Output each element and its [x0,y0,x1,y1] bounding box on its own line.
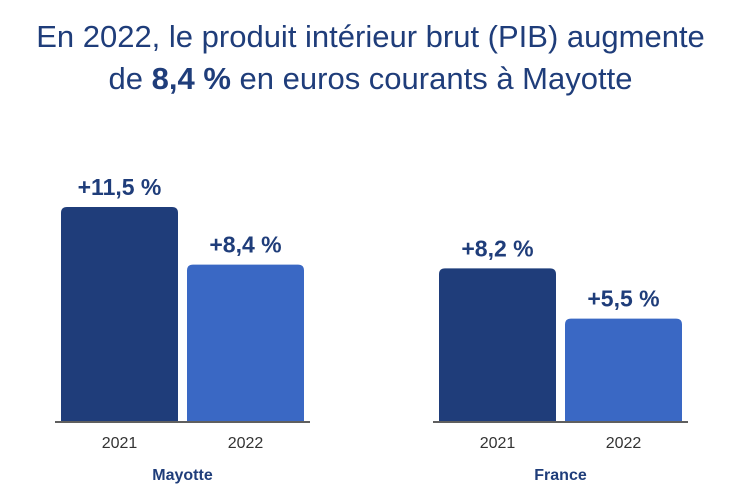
data-label-france-2021: +8,2 % [461,235,533,261]
data-label-france-2022: +5,5 % [587,286,659,312]
bar-france-2021 [439,268,556,421]
title-line-1: En 2022, le produit intérieur brut (PIB)… [36,19,705,54]
bar-mayotte-2022 [187,264,304,421]
bar-france-2022 [565,318,682,421]
tick-label-france-2021: 2021 [480,435,516,452]
bar-mayotte-2021 [61,207,178,421]
title-line-2-prefix: de [108,61,152,96]
title-line-2-suffix: en euros courants à Mayotte [230,61,633,96]
tick-label-mayotte-2021: 2021 [102,435,138,452]
data-label-mayotte-2021: +11,5 % [78,174,162,200]
tick-label-mayotte-2022: 2022 [228,435,264,452]
tick-label-france-2022: 2022 [606,435,642,452]
title-line-2-highlight: 8,4 % [151,61,231,96]
group-label-mayotte: Mayotte [152,467,213,484]
data-label-mayotte-2022: +8,4 % [209,232,281,258]
chart-title: En 2022, le produit intérieur brut (PIB)… [0,16,741,100]
group-label-france: France [534,467,587,484]
